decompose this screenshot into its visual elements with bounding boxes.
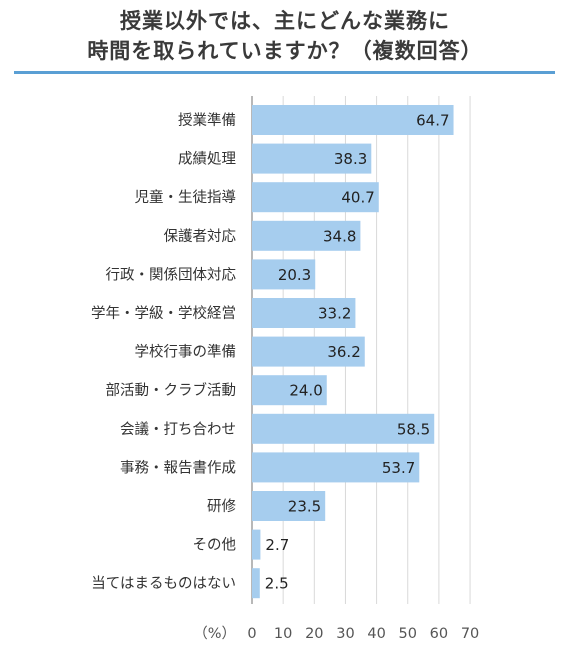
bars: [252, 105, 454, 599]
value-labels: 64.7 38.3 40.7 34.8 20.3 33.2 36.2 24.0 58.5 53.7…: [265, 112, 450, 593]
x-axis-ticks: （%） 0 10 20 30 40 50 60 70: [193, 625, 479, 642]
title-underline: [14, 71, 555, 74]
category-label: 会議・打ち合わせ: [120, 420, 236, 438]
bar: [252, 259, 316, 290]
bar: [252, 529, 261, 560]
x-axis-unit-label: （%）: [193, 625, 236, 642]
category-label: 保護者対応: [164, 228, 237, 245]
bar: [252, 413, 435, 444]
value-label: 40.7: [341, 189, 374, 207]
category-label: 研修: [207, 498, 236, 515]
category-label: 行政・関係団体対応: [106, 266, 237, 283]
x-tick-label: 30: [336, 626, 354, 642]
category-label: 当てはまるものはない: [91, 575, 236, 592]
bar: [252, 375, 327, 406]
chart-title: 授業以外では、主にどんな業務に 時間を取られていますか？（複数回答）: [0, 6, 570, 66]
bar: [252, 105, 454, 135]
x-tick-label: 40: [367, 626, 385, 642]
category-label: 学年・学級・学校経営: [91, 305, 236, 322]
value-label: 23.5: [288, 498, 321, 516]
bar: [252, 336, 365, 367]
category-label: 学校行事の準備: [135, 344, 237, 361]
bar: [252, 143, 372, 174]
bar: [252, 568, 260, 599]
x-tick-label: 0: [247, 626, 256, 642]
category-label: その他: [193, 537, 237, 554]
category-label: 成績処理: [178, 151, 236, 168]
bar: [252, 298, 356, 328]
bar: [252, 491, 326, 521]
bar: [252, 220, 361, 251]
value-label: 2.5: [265, 575, 289, 593]
category-label: 授業準備: [178, 112, 236, 129]
value-label: 64.7: [416, 112, 449, 130]
x-tick-label: 20: [305, 626, 323, 642]
value-label: 2.7: [265, 536, 289, 554]
bar: [252, 182, 379, 213]
value-label: 20.3: [278, 266, 311, 284]
x-tick-label: 10: [274, 626, 292, 642]
value-label: 58.5: [397, 420, 430, 438]
value-label: 36.2: [327, 343, 360, 361]
category-label: 部活動・クラブ活動: [106, 381, 237, 399]
x-tick-label: 60: [430, 626, 448, 642]
category-label: 児童・生徒指導: [135, 188, 237, 206]
chart-title-line-2: 時間を取られていますか？（複数回答）: [87, 39, 483, 63]
value-label: 38.3: [334, 150, 367, 168]
value-label: 34.8: [323, 227, 356, 245]
x-tick-label: 70: [461, 626, 479, 642]
category-label: 事務・報告書作成: [120, 459, 236, 476]
chart-title-line-1: 授業以外では、主にどんな業務に: [120, 9, 450, 33]
x-tick-label: 50: [399, 626, 417, 642]
bar: [252, 452, 420, 483]
value-label: 33.2: [318, 305, 351, 323]
category-labels: 授業準備成績処理児童・生徒指導保護者対応行政・関係団体対応学年・学級・学校経営学…: [91, 112, 236, 592]
value-label: 53.7: [382, 459, 415, 477]
value-label: 24.0: [289, 382, 322, 400]
